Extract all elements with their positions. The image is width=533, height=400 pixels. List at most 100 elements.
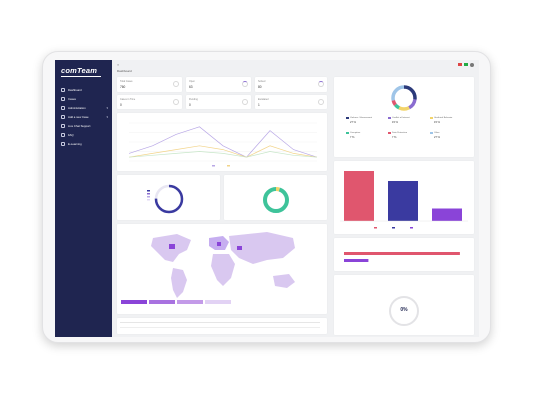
- stat-label: Cases in Time: [120, 98, 136, 101]
- tablet-frame: comTeam Dashboard Cases Administration ▾ …: [42, 51, 491, 343]
- donut-slice-1: [263, 187, 289, 213]
- ring-chart: [147, 184, 184, 214]
- language-flag-icon[interactable]: [458, 63, 462, 66]
- sidebar-item-label: Dashboard: [68, 87, 82, 92]
- horizontal-bar-chart: [344, 252, 460, 262]
- legend-swatch: [430, 132, 433, 134]
- dashboard-icon: [61, 87, 65, 92]
- sidebar-item-elearning[interactable]: E-Learning: [55, 139, 112, 148]
- bar-B: [388, 181, 418, 221]
- stat-ring-icon: [242, 99, 248, 105]
- stat-ring-icon: [173, 99, 179, 105]
- legend-swatch: [430, 117, 433, 119]
- stat-label: Escalated: [258, 98, 269, 101]
- category-legend-item: Violence / Harassment: [346, 117, 372, 119]
- sidebar-item-live-chat[interactable]: Live Chat Support: [55, 121, 112, 130]
- map-asia: [229, 232, 295, 264]
- bar-chart-card: [334, 161, 474, 234]
- stat-value: 0: [189, 103, 191, 107]
- category-label: Unethical Behavior: [434, 117, 453, 119]
- stat-card-pending[interactable]: Pending 0: [186, 95, 251, 109]
- sidebar-item-dashboard[interactable]: Dashboard: [55, 85, 112, 94]
- legend-swatch: [346, 132, 349, 134]
- category-percent: 27 %: [434, 136, 440, 139]
- category-legend-item: Corruption: [346, 132, 360, 134]
- category-legend-item: Other: [430, 132, 439, 134]
- category-label: Violence / Harassment: [350, 117, 372, 119]
- progress-ring: [389, 296, 419, 326]
- category-label: Conflict of Interest: [392, 117, 410, 119]
- ring-legend-swatch: [147, 190, 150, 192]
- add-case-icon: [61, 114, 65, 119]
- sidebar-item-administration[interactable]: Administration ▾: [55, 103, 112, 112]
- sidebar-nav: Dashboard Cases Administration ▾ Add a ne…: [55, 85, 112, 148]
- sidebar-item-label: Administration: [68, 105, 86, 110]
- map-africa: [211, 254, 235, 286]
- stat-icon: [173, 81, 179, 87]
- category-percent: 15 %: [392, 121, 398, 124]
- map-legend-swatch: [121, 300, 147, 304]
- stat-label: Total Cases: [120, 80, 133, 83]
- stat-card-escalated[interactable]: Escalated 1: [255, 95, 327, 109]
- legend-swatch: [346, 117, 349, 119]
- legend-swatch: [388, 117, 391, 119]
- status-donut-chart: [263, 187, 289, 213]
- stat-card-total[interactable]: Total Cases 760: [117, 77, 182, 92]
- main-content: ≡ Dashboard Total Cases 760 Open 63: [112, 60, 479, 337]
- legend-swatch: [388, 132, 391, 134]
- stat-card-open[interactable]: Open 63: [186, 77, 251, 92]
- sidebar: comTeam Dashboard Cases Administration ▾ …: [55, 60, 112, 337]
- stat-value: 1: [258, 103, 260, 107]
- category-percent: 15 %: [434, 121, 440, 124]
- sidebar-item-add-case[interactable]: Add a new Case ▾: [55, 112, 112, 121]
- avatar[interactable]: [470, 62, 474, 67]
- ring-legend-swatch: [147, 193, 150, 195]
- bar-C: [432, 208, 462, 221]
- sidebar-item-cases[interactable]: Cases: [55, 94, 112, 103]
- series-line-2: [128, 151, 318, 158]
- category-label: Corruption: [350, 132, 361, 134]
- stat-card-in-time[interactable]: Cases in Time 0: [117, 95, 182, 109]
- top-categories-chart: [391, 85, 417, 111]
- progress-value: 0%: [400, 307, 408, 313]
- sidebar-item-label: Live Chat Support: [68, 123, 91, 128]
- ring-legend-swatch: [147, 196, 150, 198]
- stat-value: 760: [120, 85, 126, 89]
- category-legend-item: Unethical Behavior: [430, 117, 452, 119]
- cases-icon: [61, 96, 65, 101]
- logo: comTeam: [61, 66, 98, 75]
- stat-label: Open: [189, 80, 195, 83]
- sidebar-item-faq[interactable]: FAQ: [55, 130, 112, 139]
- category-percent: 7 %: [392, 136, 397, 139]
- series-line-0: [128, 126, 318, 158]
- category-label: Data Protection: [392, 132, 408, 134]
- logo-underline: [61, 76, 101, 77]
- line-chart-card: [117, 113, 327, 171]
- admin-icon: [61, 105, 65, 110]
- category-slice-2: [391, 85, 417, 111]
- stat-label: Pending: [189, 98, 198, 101]
- table-row[interactable]: [120, 327, 320, 328]
- faq-icon: [61, 132, 65, 137]
- sidebar-item-label: Cases: [68, 96, 76, 101]
- ring-chart-card: [117, 175, 220, 220]
- stat-value: 63: [189, 85, 193, 89]
- topbar-right: [458, 62, 474, 67]
- progress-gauge: [389, 296, 419, 326]
- bar-chart: [340, 171, 468, 229]
- category-label: Other: [434, 132, 440, 134]
- menu-icon[interactable]: ≡: [117, 62, 120, 67]
- legend-swatch: [212, 165, 215, 167]
- stat-value: 80: [258, 85, 262, 89]
- map-highlight: [217, 242, 221, 246]
- category-percent: 7 %: [350, 136, 355, 139]
- language-flag-icon[interactable]: [464, 63, 468, 66]
- status-donut-card: [224, 175, 327, 220]
- stat-card-solved[interactable]: Solved 80: [255, 77, 327, 92]
- world-map[interactable]: [117, 224, 327, 314]
- sidebar-item-label: E-Learning: [68, 141, 82, 146]
- map-legend-swatch: [205, 300, 231, 304]
- bar-legend-swatch: [392, 227, 395, 229]
- stat-ring-icon: [242, 81, 248, 87]
- stat-ring-icon: [318, 81, 324, 87]
